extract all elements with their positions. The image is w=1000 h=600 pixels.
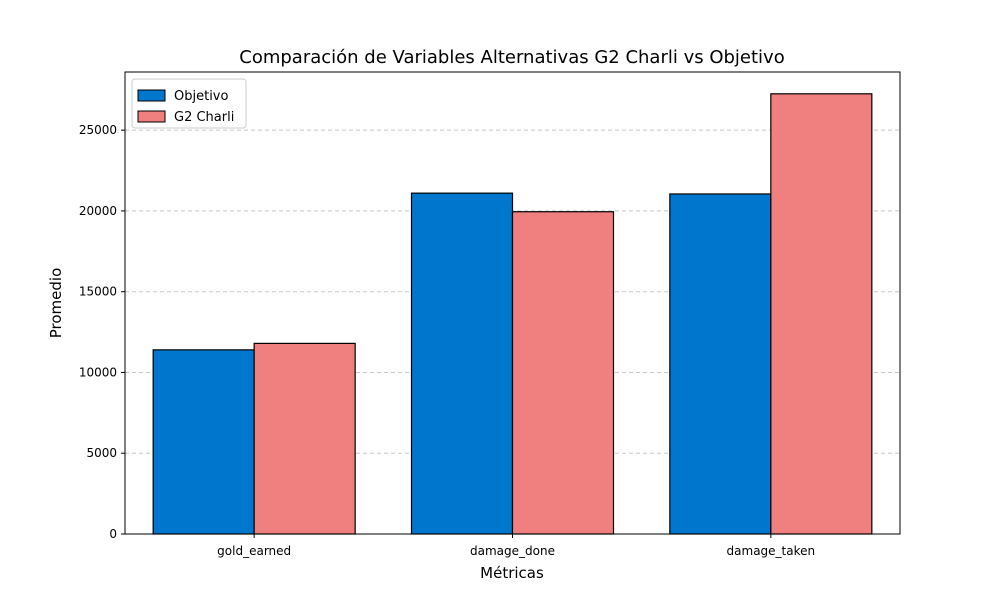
bar-g2-charli-gold_earned [253,342,356,535]
y-axis-label: Promedio [47,268,65,339]
bar-objetivo-damage_taken [669,193,772,535]
y-tick-label: 0 [109,527,117,541]
y-tick-label: 5000 [86,446,117,460]
y-ticks: 0 5000 10000 15000 20000 25000 [79,123,125,541]
x-tick-label: damage_done [470,544,555,558]
y-tick-label: 20000 [79,204,117,218]
bar-objetivo-gold_earned [152,349,255,535]
bar-objetivo-damage_done [410,192,514,535]
y-tick-label: 25000 [79,123,117,137]
bars [152,93,873,535]
legend-label: Objetivo [174,89,228,104]
x-ticks: gold_earned damage_done damage_taken [217,534,815,558]
x-axis-label: Métricas [480,564,544,582]
y-tick-label: 15000 [79,285,117,299]
bar-g2-charli-damage_done [511,211,615,535]
chart-title: Comparación de Variables Alternativas G2… [239,47,784,68]
x-tick-label: gold_earned [217,544,291,558]
y-tick-label: 10000 [79,365,117,379]
legend: Objetivo G2 Charli [131,78,247,129]
x-tick-label: damage_taken [727,544,816,558]
legend-swatch [137,110,166,123]
bar-g2-charli-damage_taken [770,93,873,535]
legend-label: G2 Charli [174,110,234,125]
legend-swatch [137,89,166,102]
